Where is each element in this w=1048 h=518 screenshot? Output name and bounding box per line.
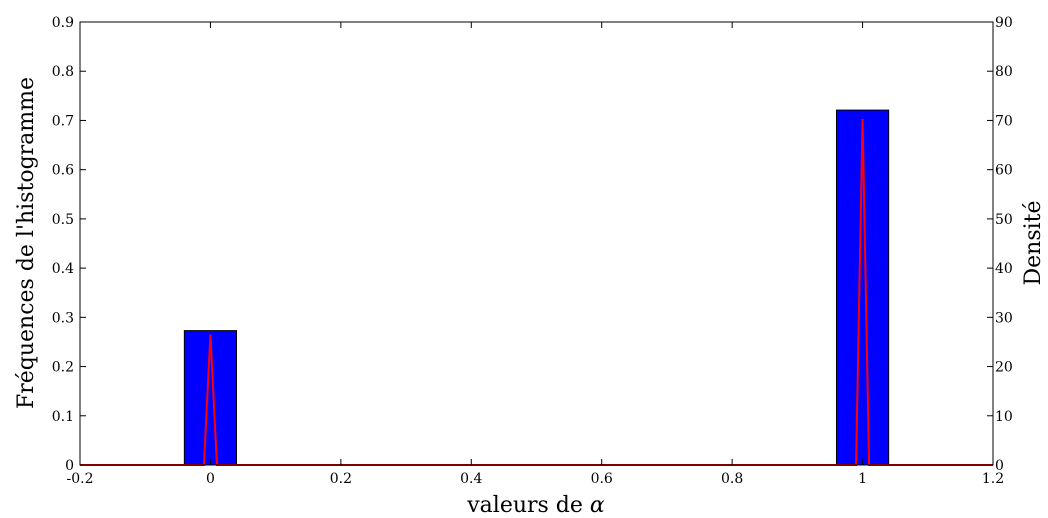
y2-tick-label: 40 bbox=[995, 261, 1013, 277]
x-tick-label: -0.2 bbox=[67, 471, 94, 487]
x-tick-label: 0.4 bbox=[460, 471, 482, 487]
y2-tick-label: 90 bbox=[995, 15, 1013, 31]
y2-tick-label: 60 bbox=[995, 163, 1013, 179]
y2-tick-label: 50 bbox=[995, 212, 1013, 228]
x-tick-label: 0.2 bbox=[330, 471, 352, 487]
x-tick-label: 0 bbox=[206, 471, 215, 487]
y-axis-label: Fréquences de l'histogramme bbox=[14, 77, 39, 409]
y-tick-label: 0.6 bbox=[52, 163, 74, 179]
y-tick-label: 0.4 bbox=[52, 261, 74, 277]
y-tick-label: 0.3 bbox=[52, 310, 74, 326]
bars-layer bbox=[183, 109, 890, 466]
plot-frame bbox=[79, 21, 994, 466]
y-tick-label: 0.1 bbox=[52, 409, 74, 425]
x-tick-label: 0.6 bbox=[591, 471, 613, 487]
y2-axis-label: Densité bbox=[1021, 200, 1046, 285]
y2-tick-label: 0 bbox=[995, 458, 1004, 474]
x-tick-label: 0.8 bbox=[721, 471, 743, 487]
y-tick-label: 0.2 bbox=[52, 360, 74, 376]
ticks-layer: -0.2 0 0.2 0.4 0.6 0.8 1 1.200.10.20.30.40.50.6… bbox=[52, 15, 1013, 487]
y2-tick-label: 10 bbox=[995, 409, 1013, 425]
x-tick-label: 1.2 bbox=[982, 471, 1004, 487]
x-tick-label: 1 bbox=[858, 471, 867, 487]
y2-tick-label: 30 bbox=[995, 310, 1013, 326]
y2-tick-label: 80 bbox=[995, 64, 1013, 80]
x-axis-label-symbol: α bbox=[590, 493, 605, 518]
y2-tick-label: 70 bbox=[995, 113, 1013, 129]
x-axis-label: valeurs de α bbox=[466, 493, 605, 518]
y-tick-label: 0.9 bbox=[52, 15, 74, 31]
y-tick-label: 0.5 bbox=[52, 212, 74, 228]
y-tick-label: 0 bbox=[65, 458, 74, 474]
y-tick-label: 0.7 bbox=[52, 113, 74, 129]
y2-tick-label: 20 bbox=[995, 360, 1013, 376]
y-tick-label: 0.8 bbox=[52, 64, 74, 80]
x-axis-label-text: valeurs de bbox=[466, 493, 583, 518]
